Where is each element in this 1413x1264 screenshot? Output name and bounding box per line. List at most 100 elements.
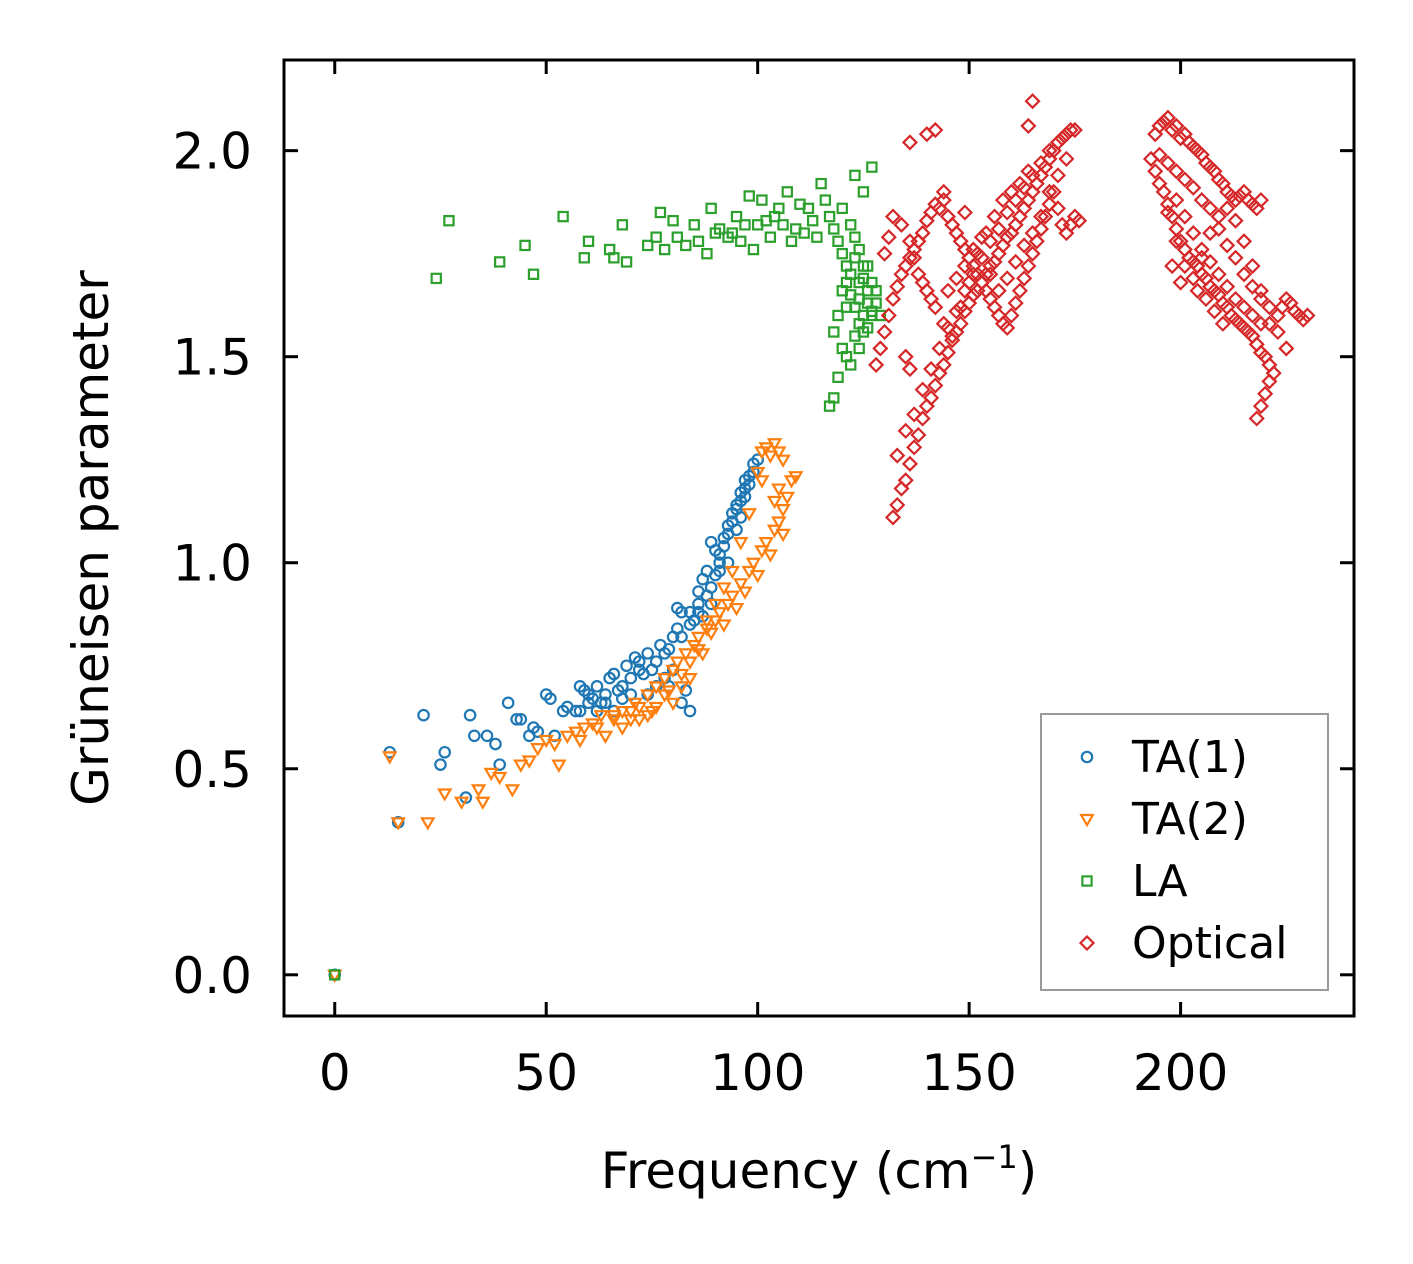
legend-marker bbox=[1079, 813, 1095, 828]
data-point bbox=[480, 729, 494, 743]
data-point bbox=[939, 282, 957, 299]
data-point bbox=[514, 713, 528, 726]
data-point bbox=[747, 465, 760, 479]
data-point bbox=[631, 714, 647, 728]
data-point bbox=[819, 194, 832, 206]
data-point bbox=[417, 708, 430, 722]
data-point bbox=[734, 511, 748, 524]
data-point bbox=[662, 642, 676, 656]
data-point bbox=[1252, 290, 1270, 308]
data-point bbox=[853, 293, 865, 305]
data-point bbox=[840, 301, 853, 313]
data-point bbox=[1176, 257, 1193, 275]
data-point bbox=[845, 359, 857, 371]
data-point bbox=[832, 309, 844, 322]
data-point bbox=[1227, 249, 1244, 266]
data-point bbox=[749, 569, 766, 584]
data-point bbox=[745, 557, 762, 571]
data-point bbox=[1003, 307, 1020, 324]
data-point bbox=[880, 307, 897, 324]
data-point bbox=[823, 400, 836, 412]
data-point bbox=[717, 539, 731, 553]
data-point bbox=[671, 231, 684, 243]
data-point bbox=[1164, 208, 1181, 225]
data-point bbox=[728, 602, 745, 617]
data-point bbox=[590, 680, 604, 693]
data-point bbox=[923, 360, 940, 378]
legend-marker bbox=[1080, 750, 1094, 764]
data-point bbox=[1151, 117, 1168, 134]
data-point bbox=[775, 528, 791, 543]
data-point bbox=[544, 692, 557, 706]
data-point bbox=[1007, 253, 1024, 270]
data-point bbox=[935, 192, 952, 209]
data-point bbox=[1155, 113, 1172, 130]
data-point bbox=[1210, 266, 1227, 283]
data-point bbox=[527, 268, 540, 280]
data-point bbox=[901, 455, 918, 472]
legend-item: Optical bbox=[1078, 918, 1287, 969]
data-point bbox=[749, 466, 766, 481]
data-point bbox=[1189, 282, 1206, 299]
data-point bbox=[914, 274, 931, 291]
data-point bbox=[785, 235, 798, 248]
data-point bbox=[1257, 385, 1274, 402]
data-point bbox=[861, 260, 874, 272]
data-point bbox=[599, 696, 612, 710]
data-point bbox=[1024, 167, 1041, 184]
data-point bbox=[845, 268, 857, 280]
data-point bbox=[699, 615, 715, 629]
data-point bbox=[707, 598, 724, 613]
data-point bbox=[999, 204, 1016, 221]
plot-frame bbox=[282, 58, 1356, 1018]
data-point bbox=[648, 681, 664, 695]
data-point bbox=[771, 446, 787, 460]
data-point bbox=[623, 705, 639, 720]
data-point bbox=[1214, 315, 1231, 332]
data-point bbox=[683, 605, 697, 619]
data-point bbox=[811, 231, 823, 243]
data-point bbox=[616, 680, 629, 693]
data-point bbox=[501, 696, 515, 710]
data-point bbox=[726, 227, 739, 239]
data-point bbox=[1185, 270, 1202, 287]
legend-label: TA(2) bbox=[1131, 794, 1248, 845]
data-point bbox=[463, 708, 477, 722]
data-point bbox=[1016, 270, 1033, 287]
data-point bbox=[1219, 237, 1236, 254]
data-point bbox=[956, 257, 973, 275]
data-point bbox=[741, 508, 757, 522]
data-point bbox=[756, 194, 768, 206]
data-point bbox=[1168, 117, 1185, 134]
data-point bbox=[935, 183, 952, 200]
data-point bbox=[935, 315, 952, 332]
data-point bbox=[730, 498, 743, 512]
data-point bbox=[675, 630, 688, 644]
data-point bbox=[1261, 373, 1278, 390]
data-point bbox=[599, 688, 612, 701]
data-point bbox=[607, 667, 621, 681]
data-point bbox=[616, 219, 629, 231]
data-point bbox=[766, 495, 783, 510]
data-point bbox=[704, 581, 718, 594]
data-point bbox=[849, 169, 861, 182]
data-point bbox=[724, 590, 741, 604]
data-point bbox=[1016, 237, 1033, 254]
data-point bbox=[923, 290, 940, 308]
data-point bbox=[853, 342, 865, 355]
data-point bbox=[713, 564, 726, 578]
legend-marker bbox=[1081, 875, 1093, 887]
data-point bbox=[738, 474, 752, 487]
data-point bbox=[906, 406, 923, 423]
data-point bbox=[690, 644, 707, 658]
data-point bbox=[1185, 179, 1202, 196]
data-point bbox=[624, 671, 638, 685]
data-point bbox=[751, 453, 764, 467]
data-point bbox=[832, 235, 844, 248]
data-point bbox=[632, 663, 646, 677]
x-tick-label: 50 bbox=[514, 1044, 578, 1102]
data-point bbox=[1202, 253, 1219, 270]
data-point bbox=[777, 219, 789, 231]
data-point bbox=[682, 673, 698, 687]
